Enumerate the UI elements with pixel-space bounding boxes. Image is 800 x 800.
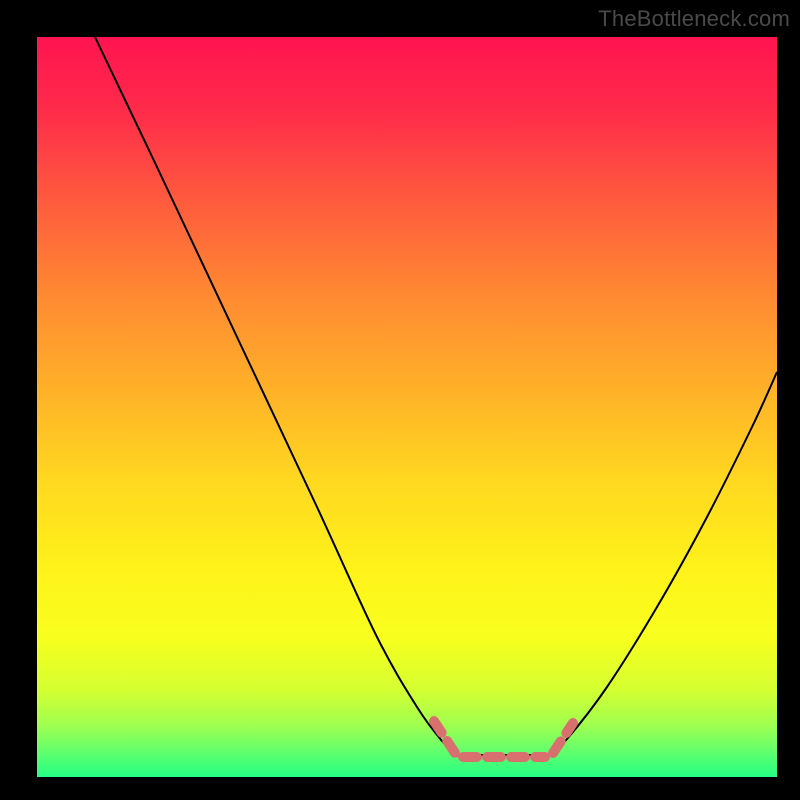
watermark-text: TheBottleneck.com	[598, 6, 790, 32]
chart-frame: TheBottleneck.com	[0, 0, 800, 800]
plot-svg	[37, 37, 777, 777]
plot-area	[37, 37, 777, 777]
